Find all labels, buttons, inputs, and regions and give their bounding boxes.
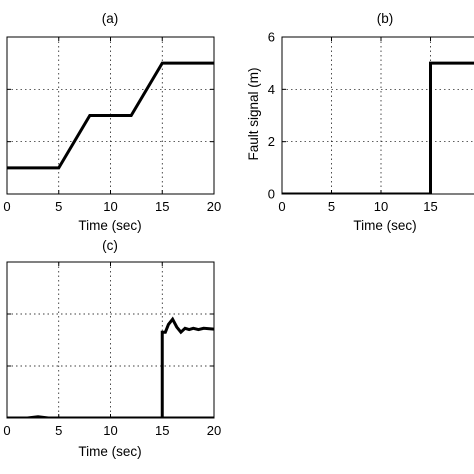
panel-c-axes-box — [6, 261, 215, 419]
panel-b-ytick-label: 0 — [268, 187, 275, 202]
panel-c-xlabel: Time (sec) — [78, 444, 141, 459]
panel-c-plot: 0 5 10 15 20 — [3, 261, 221, 438]
panel-a-xtick-label: 0 — [3, 199, 10, 214]
panel-c-title: (c) — [102, 238, 118, 253]
panel-a-xlabel: Time (sec) — [78, 218, 141, 233]
panel-b-plot: 0 5 10 15 0 2 4 6 — [268, 30, 474, 214]
panel-a-xtick-label: 10 — [103, 199, 117, 214]
panel-c-xtick-label: 15 — [155, 423, 169, 438]
panel-b-ytick-label: 6 — [268, 30, 275, 45]
panel-c: (c) 0 5 10 15 20 Time (sec) — [3, 238, 221, 459]
panel-b-ylabel: Fault signal (m) — [246, 67, 261, 160]
panel-b: (b) 0 5 10 15 0 2 4 6 Time (sec) Fault signal (… — [246, 11, 474, 233]
panel-a-xtick-label: 15 — [155, 199, 169, 214]
panel-b-xtick-label: 10 — [374, 199, 388, 214]
panel-b-series-line-1 — [282, 61, 474, 194]
panel-a-series-line-1 — [7, 61, 214, 170]
panel-c-xtick-label: 0 — [3, 423, 10, 438]
panel-c-xtick-label: 10 — [103, 423, 117, 438]
panel-b-xlabel: Time (sec) — [353, 218, 416, 233]
panel-b-title: (b) — [377, 11, 394, 26]
panel-a-xtick-label: 5 — [55, 199, 62, 214]
panel-b-xtick-label: 15 — [423, 199, 437, 214]
panel-c-xtick-label: 5 — [55, 423, 62, 438]
panel-a-plot: 0 5 10 15 20 — [3, 36, 221, 214]
panel-c-xtick-label: 20 — [207, 423, 221, 438]
panel-b-xtick-label: 0 — [278, 199, 285, 214]
panel-b-ytick-label: 2 — [268, 134, 275, 149]
panel-b-xtick-label: 5 — [328, 199, 335, 214]
panel-a-xtick-label: 20 — [207, 199, 221, 214]
panel-b-ytick-label: 4 — [268, 82, 275, 97]
panel-b-axes-box — [281, 36, 474, 195]
panel-c-series-line-2 — [7, 316, 214, 418]
panel-a-axes-box — [6, 36, 215, 195]
panel-a-title: (a) — [102, 11, 119, 26]
panel-a: (a) 0 5 10 15 20 Time (sec) — [3, 11, 221, 233]
